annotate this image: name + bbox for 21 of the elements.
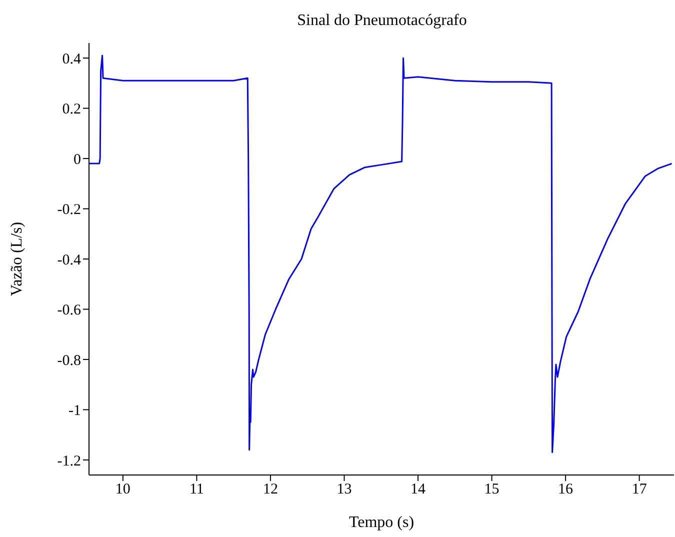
x-tick-label: 15 [484,482,500,498]
x-tick-label: 12 [262,482,278,498]
x-tick-label: 17 [632,482,648,498]
x-tick-label: 13 [336,482,352,498]
x-tick-label: 14 [410,482,426,498]
y-axis-title: Vazão (L/s) [8,222,26,296]
y-tick-label: -1.2 [57,453,81,470]
y-tick-label: 0.4 [62,51,82,68]
y-tick-label: 0.2 [62,102,81,118]
chart-title: Sinal do Pneumotacógrafo [296,12,468,30]
y-tick-label: -0.4 [57,252,82,268]
y-tick-label: -0.2 [57,202,81,218]
y-tick-label: 0 [74,152,81,168]
y-tick-label: -1 [68,403,81,420]
y-tick-label: -0.8 [57,352,81,369]
x-tick-label: 16 [558,482,574,498]
y-tick-label: -0.6 [57,302,82,319]
x-tick-label: 10 [115,482,130,498]
line-series [89,54,673,454]
x-axis-title: Tempo (s) [348,514,414,531]
x-tick-label: 11 [189,482,204,498]
